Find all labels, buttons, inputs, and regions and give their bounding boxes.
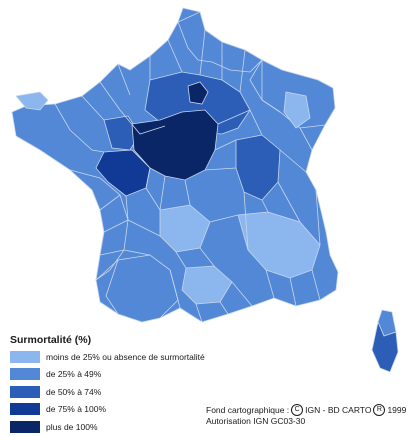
legend-swatch xyxy=(10,420,40,433)
legend-label: de 75% à 100% xyxy=(46,404,107,415)
legend-swatch xyxy=(10,403,40,416)
legend-swatch xyxy=(10,385,40,398)
credits-source-label: Fond cartographique : xyxy=(206,404,290,415)
legend-swatch xyxy=(10,368,40,381)
legend-item: de 25% à 49% xyxy=(10,366,260,384)
region-east-dark xyxy=(235,134,281,201)
legend-title: Surmortalité (%) xyxy=(10,334,92,346)
region-idf-darkest xyxy=(187,81,209,105)
credits-year: 1999 xyxy=(387,404,407,415)
legend-item: moins de 25% ou absence de surmortalité xyxy=(10,348,260,366)
corsica-south xyxy=(371,320,399,373)
mainland-france xyxy=(11,7,339,323)
legend-label: moins de 25% ou absence de surmortalité xyxy=(46,351,205,362)
credits-line-2: Autorisation IGN GC03-30 xyxy=(206,416,306,426)
region-vendee-darkest xyxy=(95,149,151,197)
region-north xyxy=(177,11,263,73)
legend: Surmortalité (%) moins de 25% ou absence… xyxy=(10,334,260,436)
legend-label: de 50% à 74% xyxy=(46,386,102,397)
region-south-west xyxy=(105,254,179,323)
corsica xyxy=(371,309,399,373)
legend-item: de 75% à 100% xyxy=(10,401,260,419)
credits-source: IGN - BD CARTO xyxy=(305,404,372,415)
registered-icon: R xyxy=(373,404,386,416)
legend-item: de 50% à 74% xyxy=(10,383,260,401)
legend-swatch xyxy=(10,350,40,363)
copyright-icon: C xyxy=(291,404,304,416)
region-brittany-light xyxy=(15,91,49,111)
credits-line-1: Fond cartographique : C IGN - BD CARTO R… xyxy=(206,404,406,416)
department-borders xyxy=(54,29,321,323)
legend-label: plus de 100% xyxy=(46,421,98,432)
map-credits: Fond cartographique : C IGN - BD CARTO R… xyxy=(206,404,406,427)
region-alsace-light xyxy=(283,91,311,129)
legend-label: de 25% à 49% xyxy=(46,369,102,380)
